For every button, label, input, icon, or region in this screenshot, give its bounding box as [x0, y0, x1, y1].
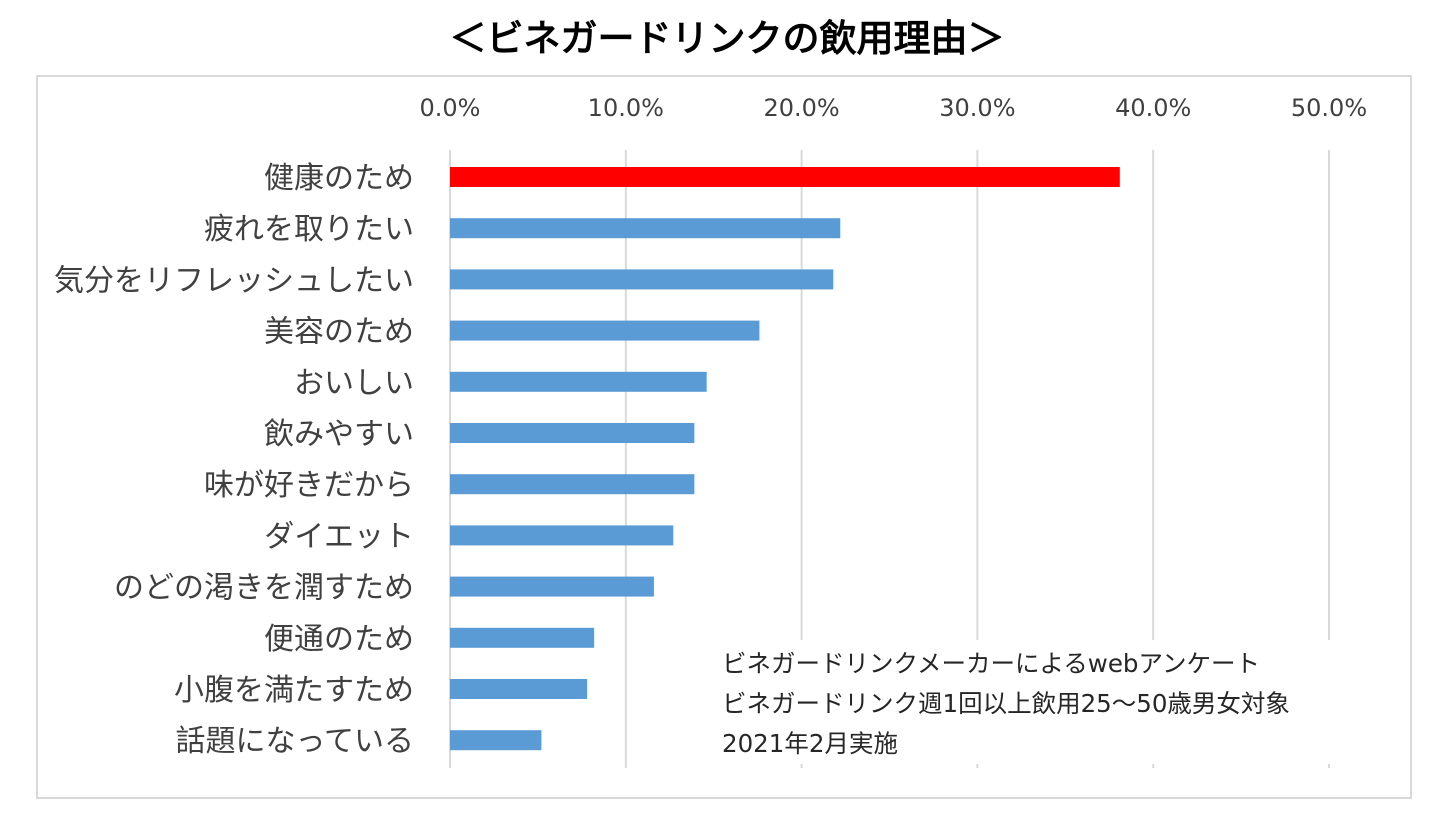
- category-label: 健康のため: [264, 161, 414, 196]
- x-tick-label: 50.0%: [1291, 94, 1367, 122]
- x-tick-label: 0.0%: [420, 94, 481, 122]
- note-background: [712, 640, 1392, 764]
- bars: [450, 167, 1120, 751]
- bar: [450, 474, 695, 495]
- category-label: おいしい: [294, 366, 414, 401]
- bar: [450, 423, 695, 443]
- bar: [450, 167, 1120, 187]
- x-tick-label: 20.0%: [763, 94, 839, 122]
- note-line: ビネガードリンク週1回以上飲用25～50歳男女対象: [722, 689, 1290, 718]
- category-label: 話題になっている: [176, 724, 415, 759]
- bar: [450, 371, 707, 392]
- category-label: 飲みやすい: [264, 417, 414, 452]
- x-tick-label: 30.0%: [939, 94, 1015, 122]
- category-label: 気分をリフレッシュしたい: [54, 263, 414, 298]
- bar: [450, 320, 760, 341]
- category-labels: 健康のため疲れを取りたい気分をリフレッシュしたい美容のためおいしい飲みやすい味が…: [54, 161, 414, 759]
- category-label: 小腹を満たすため: [174, 673, 414, 708]
- chart-frame: [36, 75, 1412, 799]
- bar: [450, 679, 588, 699]
- x-tick-label: 10.0%: [588, 94, 664, 122]
- note-line: ビネガードリンクメーカーによるwebアンケート: [722, 649, 1260, 678]
- bar: [450, 218, 841, 239]
- bar: [450, 730, 542, 751]
- category-label: ダイエット: [264, 519, 414, 554]
- category-label: 疲れを取りたい: [204, 212, 414, 247]
- bar: [450, 525, 674, 546]
- category-label: 便通のため: [264, 622, 414, 657]
- bar: [450, 627, 595, 648]
- x-tick-label: 40.0%: [1115, 94, 1191, 122]
- chart-title: ＜ビネガードリンクの飲用理由＞: [449, 17, 1005, 60]
- category-label: のどの渇きを潤すため: [114, 571, 414, 606]
- category-label: 味が好きだから: [204, 468, 414, 503]
- bar: [450, 576, 654, 597]
- note-line: 2021年2月実施: [722, 729, 898, 758]
- x-axis-ticks: 0.0% 10.0% 20.0% 30.0% 40.0% 50.0%: [420, 94, 1368, 122]
- category-label: 美容のため: [264, 315, 414, 350]
- survey-note: ビネガードリンクメーカーによるwebアンケートビネガードリンク週1回以上飲用25…: [712, 640, 1392, 764]
- bar: [450, 269, 834, 290]
